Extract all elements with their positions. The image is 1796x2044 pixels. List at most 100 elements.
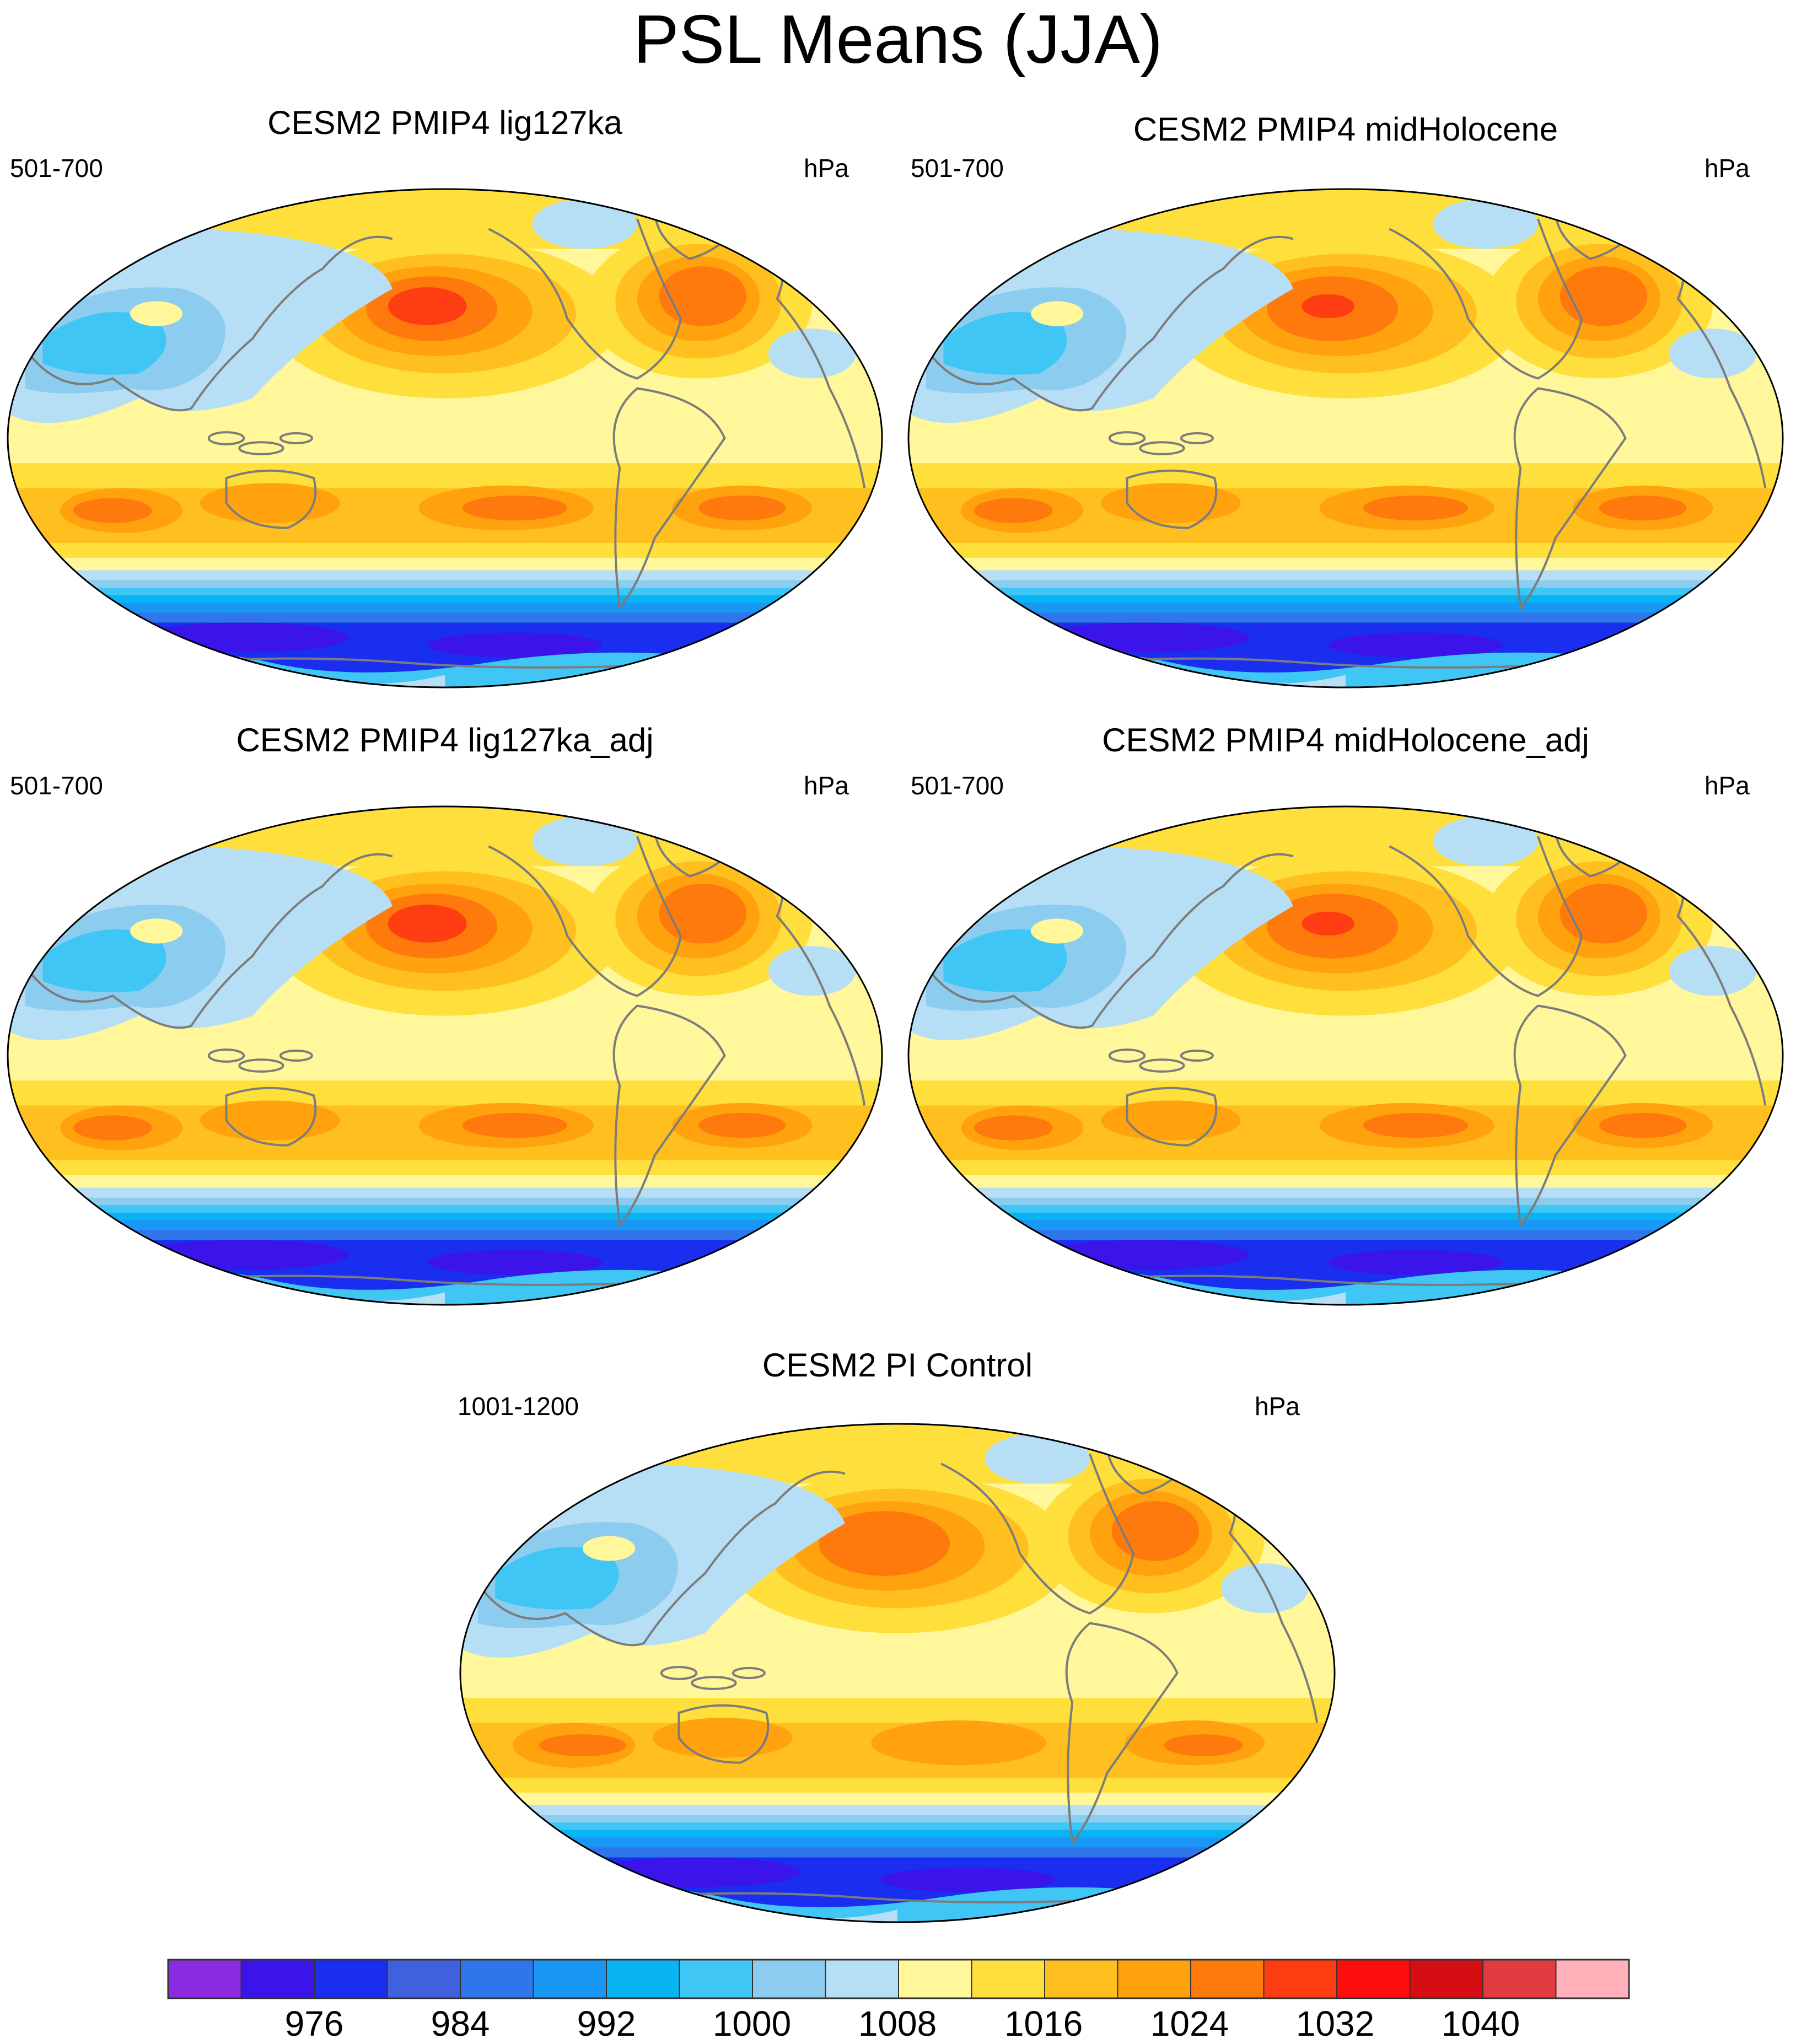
field-tibet: [130, 301, 183, 326]
map-border: [907, 805, 1784, 1306]
colorbar-frame: [167, 1959, 1630, 1999]
field-atlantic-high: [659, 884, 747, 944]
coastline-south-america: [1513, 1004, 1627, 1228]
coastline-island: [1139, 1058, 1185, 1073]
field-south-high: [1100, 1100, 1241, 1141]
colorbar-tick-label: 976: [284, 2004, 344, 2043]
field-south-high-core: [698, 1112, 786, 1138]
coastline-australia: [1126, 469, 1218, 529]
coastline-island: [1139, 441, 1185, 455]
coastline-asia: [477, 1470, 846, 1647]
field-southern-low: [427, 1250, 603, 1275]
coastline-australia: [225, 1086, 317, 1147]
field-asian-low-core: [42, 311, 166, 375]
colorbar-swatch: [168, 1959, 242, 1999]
map-panel-lig127ka: [8, 189, 882, 687]
field-arctic-low: [532, 199, 637, 249]
field-asian-low-core: [495, 1546, 619, 1610]
coastline-north-america: [1389, 218, 1583, 380]
coastline-south-america: [1513, 387, 1627, 611]
coastline-north-america: [488, 836, 682, 997]
field-south-high: [200, 483, 340, 523]
field-tibet: [1031, 918, 1084, 944]
field-atlantic-high: [1111, 1501, 1200, 1561]
coastline-island: [1108, 1048, 1146, 1063]
colorbar-swatch: [679, 1959, 753, 1999]
field-pacific-high: [819, 1511, 950, 1576]
panel-title-lig127ka-adj: CESM2 PMIP4 lig127ka_adj: [236, 722, 654, 759]
colorbar-tick-label: 1008: [858, 2004, 937, 2043]
field-south-high-core: [1164, 1734, 1243, 1756]
coastline-island: [732, 1666, 766, 1680]
panel-years-lig127ka-adj: 501-700: [10, 771, 103, 800]
panel-title-midholocene: CESM2 PMIP4 midHolocene: [1133, 111, 1558, 148]
colorbar-swatch: [825, 1959, 899, 1999]
colorbar-swatch: [386, 1959, 461, 1999]
coastline-australia: [677, 1704, 770, 1764]
colorbar-tick-label: 1024: [1150, 2004, 1229, 2043]
colorbar-swatch: [1044, 1959, 1119, 1999]
colorbar-swatch: [1409, 1959, 1483, 1999]
colorbar-swatch: [1555, 1959, 1630, 1999]
colorbar-tick-label: 1032: [1295, 2004, 1375, 2043]
panel-years-pi-control: 1001-1200: [458, 1392, 579, 1421]
colorbar-swatch: [533, 1959, 607, 1999]
field-south-high-core: [73, 498, 152, 523]
colorbar-tick-label: 1000: [712, 2004, 792, 2043]
field-asian-low-core: [42, 929, 166, 992]
coastline-south-america: [1065, 1622, 1179, 1846]
colorbar-swatch: [1117, 1959, 1191, 1999]
colorbar-swatch: [898, 1959, 972, 1999]
field-south-high: [200, 1100, 340, 1141]
field-tibet: [583, 1536, 636, 1561]
field-africa-low: [1669, 946, 1757, 996]
colorbar-tick-label: 992: [577, 2004, 636, 2043]
panel-years-midholocene-adj: 501-700: [911, 771, 1004, 800]
coastline-asia: [24, 853, 393, 1029]
field-asian-low-core: [943, 929, 1067, 992]
coastline-island: [660, 1666, 698, 1680]
field-south-high: [1100, 483, 1241, 523]
field-southern-low: [591, 1857, 802, 1887]
panel-units-midholocene-adj: hPa: [1704, 771, 1750, 800]
field-south-high-core: [1363, 1112, 1469, 1138]
map-border: [7, 188, 883, 688]
colorbar-tick-label: 984: [431, 2004, 490, 2043]
field-southern-low: [1039, 622, 1250, 653]
field-southern-low: [138, 622, 349, 653]
coastline-island: [279, 432, 313, 445]
coastline-island: [238, 1058, 284, 1073]
field-arctic-low: [532, 816, 637, 867]
panel-units-lig127ka-adj: hPa: [804, 771, 849, 800]
panel-title-lig127ka: CESM2 PMIP4 lig127ka: [267, 104, 622, 141]
field-pacific-high-core: [388, 905, 467, 943]
field-south-high-core: [1599, 495, 1687, 521]
panel-units-lig127ka: hPa: [804, 154, 849, 182]
figure-title: PSL Means (JJA): [633, 2, 1163, 78]
field-asian-low-core: [943, 311, 1067, 375]
field-tibet: [1031, 301, 1084, 326]
field-southern-low: [1039, 1240, 1250, 1270]
colorbar-swatch: [1190, 1959, 1265, 1999]
colorbar-swatch: [314, 1959, 388, 1999]
coastline-island: [207, 431, 245, 445]
colorbar-swatch: [240, 1959, 315, 1999]
field-africa-low: [768, 946, 856, 996]
map-border: [7, 805, 883, 1306]
coastline-island: [1108, 431, 1146, 445]
coastline-island: [279, 1049, 313, 1062]
field-southern-low: [138, 1240, 349, 1270]
coastline-island: [691, 1676, 737, 1690]
coastline-island: [1180, 1049, 1214, 1062]
field-south-high-core: [1363, 495, 1469, 521]
coastline-island: [1180, 432, 1214, 445]
coastline-south-america: [612, 1004, 726, 1228]
field-south-high-core: [462, 1112, 568, 1138]
field-southern-low: [427, 632, 603, 658]
field-arctic-low: [1433, 816, 1538, 867]
map-border: [459, 1423, 1336, 1923]
colorbar-tick-label: 1040: [1441, 2004, 1520, 2043]
field-south-high: [871, 1720, 1046, 1766]
map-border: [907, 188, 1784, 688]
